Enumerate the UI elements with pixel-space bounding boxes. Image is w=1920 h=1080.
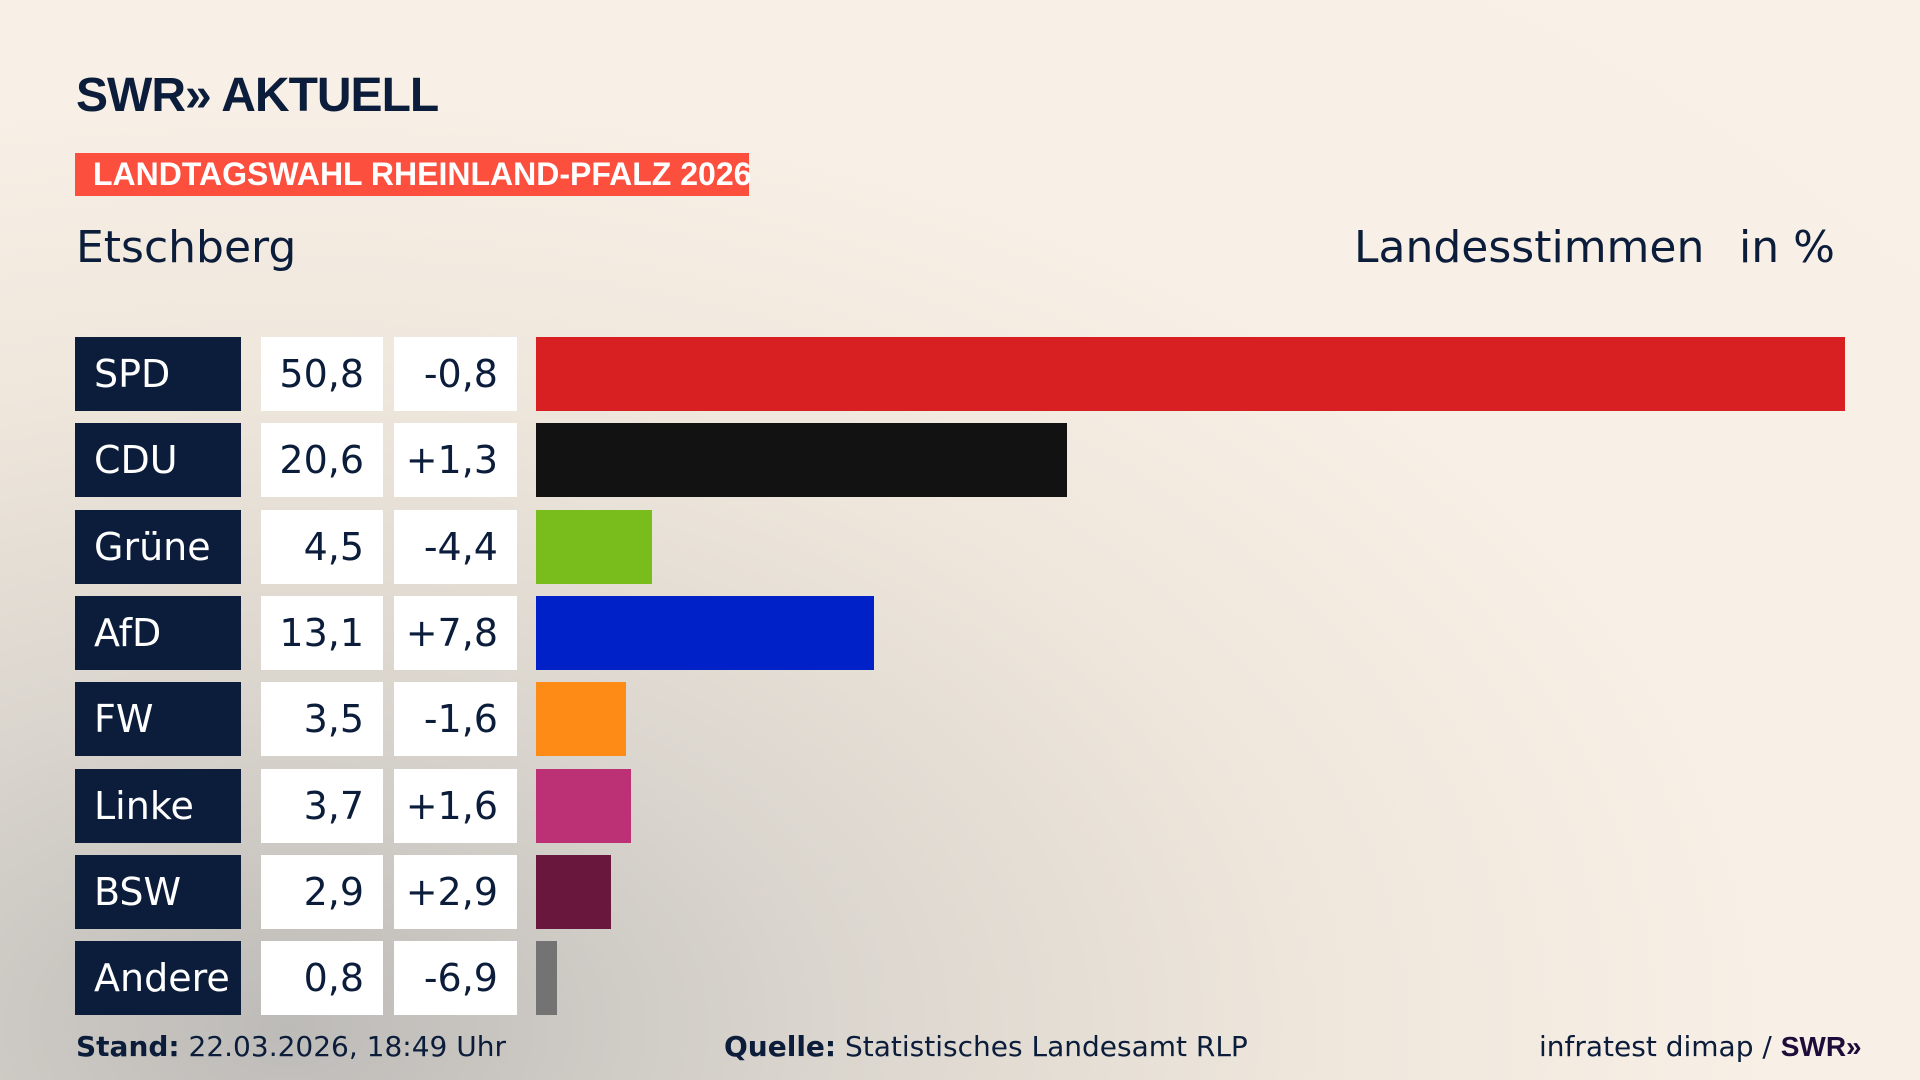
swr-logo: SWR» [1780,1031,1862,1062]
vote-share-change: +2,9 [394,854,517,929]
bar-spd [536,337,1845,411]
stand-value: 22.03.2026, 18:49 Uhr [188,1030,506,1063]
vote-share-value: 4,5 [261,509,383,584]
timestamp: Stand: 22.03.2026, 18:49 Uhr [76,1030,506,1063]
vote-share-change: -0,8 [394,337,517,411]
party-label: Andere [75,941,241,1016]
vote-share-change: -6,9 [394,941,517,1016]
bar-bsw [536,854,611,929]
unit-label: in % [1739,222,1835,273]
vote-share-value: 0,8 [261,941,383,1016]
region-title: Etschberg [76,222,297,273]
election-banner: LANDTAGSWAHL RHEINLAND-PFALZ 2026 [75,153,751,196]
party-label: Grüne [75,509,241,584]
party-label: BSW [75,854,241,929]
source-label: Quelle: [724,1030,837,1063]
party-label: FW [75,682,241,757]
vote-share-change: +1,3 [394,423,517,498]
bar-grne [536,509,652,584]
bar-cdu [536,423,1067,498]
vote-share-value: 20,6 [261,423,383,498]
vote-share-value: 50,8 [261,337,383,411]
vote-share-value: 3,5 [261,682,383,757]
credit-text: infratest dimap / [1539,1030,1772,1063]
party-label: CDU [75,423,241,498]
vote-share-value: 2,9 [261,854,383,929]
vote-share-change: -4,4 [394,509,517,584]
bar-fw [536,682,627,757]
bar-afd [536,595,874,670]
bar-andere [536,941,557,1016]
vote-type-label: Landesstimmen [1354,222,1705,273]
vote-share-change: +7,8 [394,595,517,670]
party-label: AfD [75,595,241,670]
source: Quelle: Statistisches Landesamt RLP [724,1030,1248,1063]
party-label: SPD [75,337,241,411]
vote-share-value: 3,7 [261,768,383,843]
party-label: Linke [75,768,241,843]
swr-aktuell-logo: SWR» AKTUELL [76,69,439,122]
vote-share-value: 13,1 [261,595,383,670]
bar-linke [536,768,632,843]
vote-share-change: +1,6 [394,768,517,843]
vote-share-change: -1,6 [394,682,517,757]
stand-label: Stand: [76,1030,180,1063]
source-value: Statistisches Landesamt RLP [845,1030,1248,1063]
credit: infratest dimap / SWR» [1539,1030,1862,1063]
